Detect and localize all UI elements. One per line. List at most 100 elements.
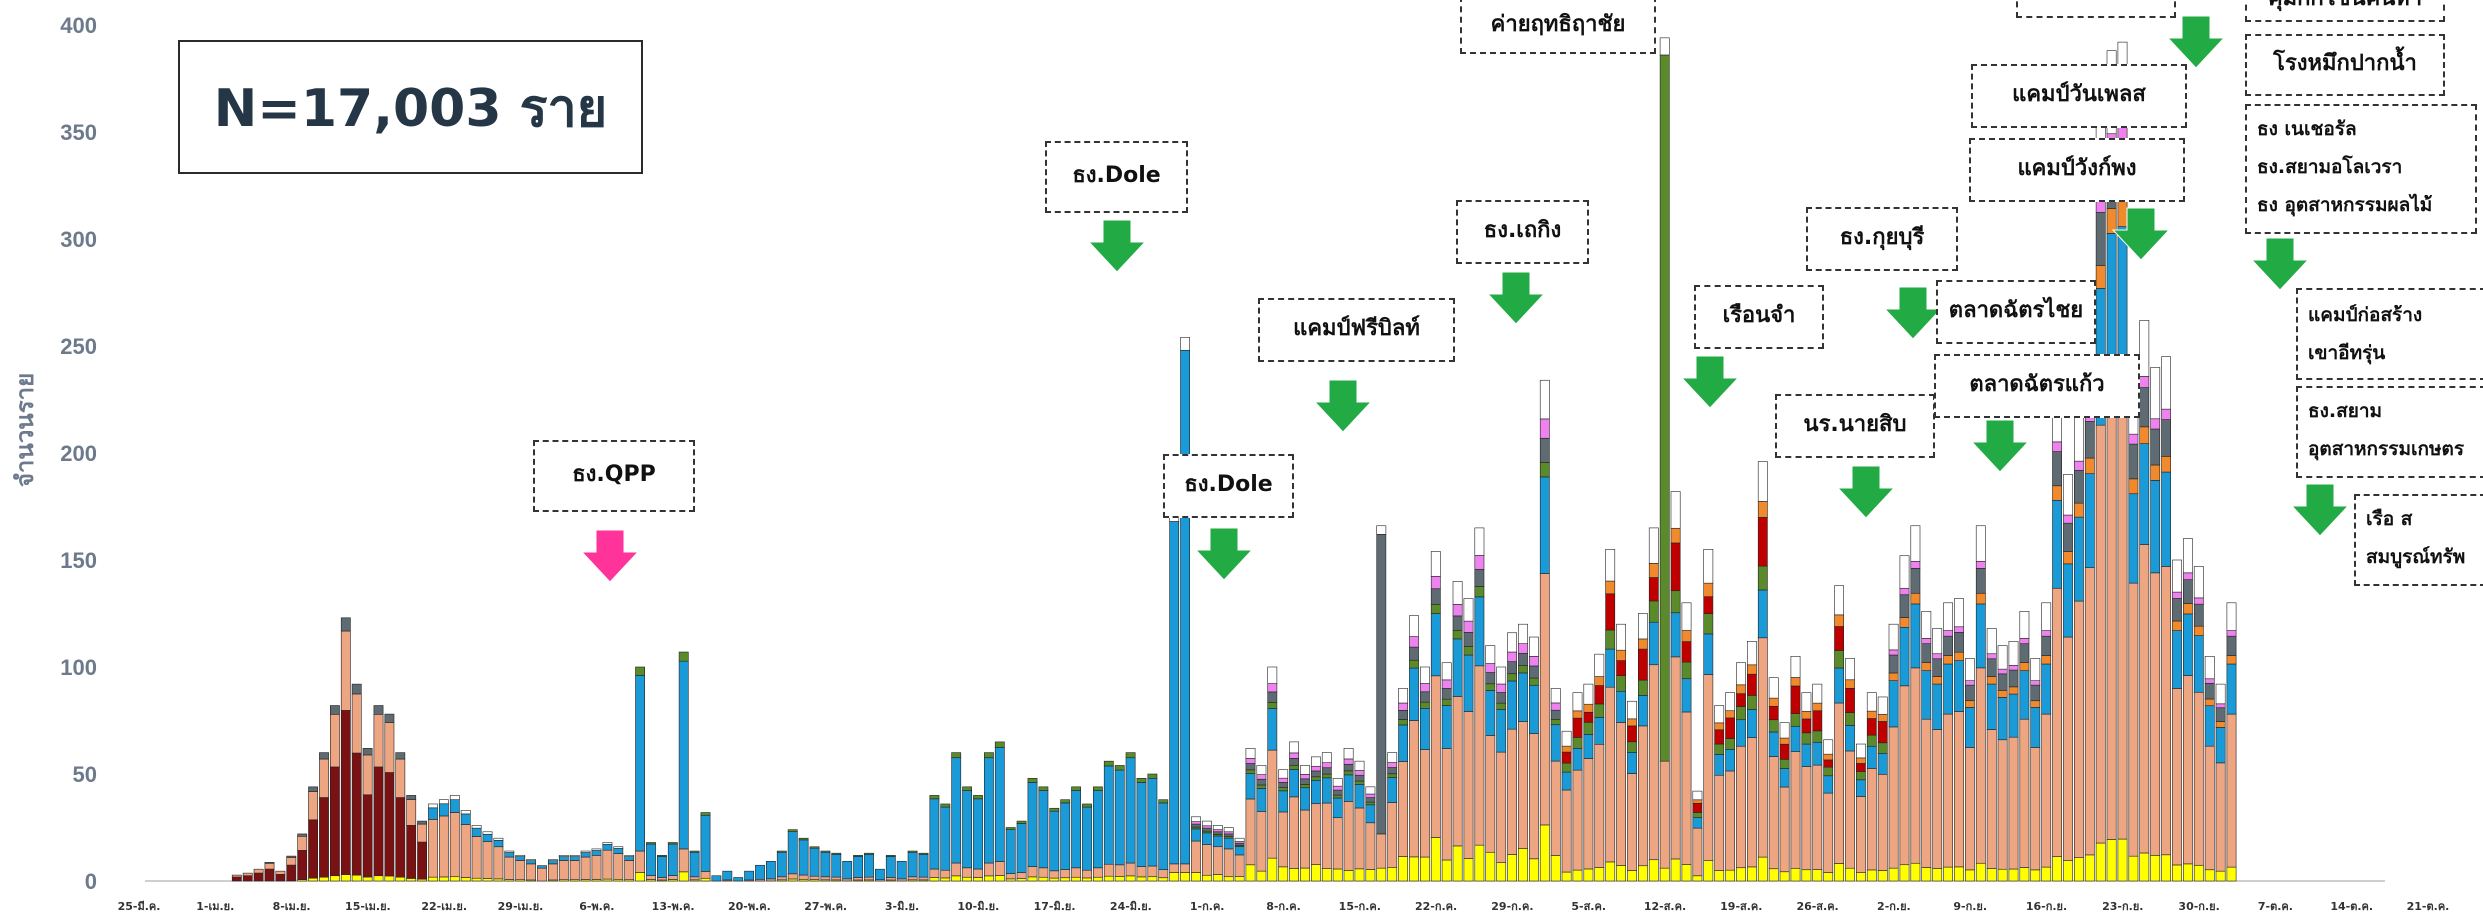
- bar-segment: [373, 713, 384, 768]
- bar-segment: [787, 831, 798, 875]
- bar-segment: [2193, 625, 2204, 636]
- y-tick-label: 0: [85, 869, 97, 894]
- anno-dole-1: ธง.Dole: [1045, 141, 1188, 213]
- anno-line: ธง.สยาม: [2308, 400, 2383, 422]
- bar-segment: [2019, 643, 2030, 663]
- bar-segment: [1452, 696, 1463, 847]
- bar-segment: [2041, 866, 2052, 882]
- bar-segment: [1005, 827, 1016, 830]
- bar-segment: [646, 875, 656, 880]
- bar-segment: [2030, 869, 2041, 882]
- bar-segment: [1300, 787, 1310, 811]
- down-arrow-icon: [2250, 237, 2310, 291]
- bar-segment: [1888, 680, 1899, 728]
- bar-segment: [1191, 872, 1201, 882]
- bar-segment: [1943, 602, 1953, 631]
- bar-segment: [2041, 602, 2052, 631]
- bar-segment: [1714, 729, 1725, 745]
- bar-segment: [2052, 441, 2062, 452]
- bar-segment: [1943, 713, 1953, 868]
- bar-segment: [515, 860, 526, 881]
- bar-segment: [1223, 831, 1234, 835]
- bar-segment: [1714, 774, 1725, 871]
- bar-segment: [1561, 771, 1572, 791]
- bar-segment: [1812, 869, 1823, 882]
- bar-segment: [580, 850, 591, 853]
- bar-segment: [1834, 585, 1844, 616]
- bar-segment: [2030, 680, 2041, 686]
- bar-segment: [1605, 648, 1616, 688]
- bar-segment: [1289, 752, 1299, 759]
- bar-segment: [1757, 637, 1768, 858]
- bar-segment: [1452, 581, 1463, 605]
- bar-segment: [1638, 865, 1648, 882]
- bar-segment: [1594, 703, 1605, 718]
- bar-segment: [1943, 630, 1953, 637]
- down-arrow-icon: [2166, 15, 2226, 69]
- bar-segment: [406, 878, 417, 882]
- bar-segment: [1507, 728, 1517, 855]
- bar-segment: [1114, 765, 1125, 771]
- bar-segment: [1965, 869, 1975, 882]
- bar-segment: [1158, 869, 1169, 879]
- bar-segment: [1245, 798, 1256, 866]
- bar-segment: [460, 824, 471, 878]
- bar-segment: [1485, 672, 1496, 685]
- bar-segment: [700, 871, 711, 879]
- x-tick-label: 3-มิ.ย.: [885, 900, 919, 913]
- bar-segment: [951, 862, 962, 877]
- bar-segment: [1049, 877, 1060, 882]
- bar-segment: [1823, 739, 1834, 755]
- bar-segment: [1082, 869, 1092, 879]
- x-tick-label: 5-ส.ค.: [1571, 900, 1606, 913]
- bar-segment: [1321, 752, 1332, 763]
- bar-segment: [1365, 801, 1376, 806]
- bar-segment: [1779, 871, 1790, 882]
- bar-segment: [1474, 568, 1485, 587]
- x-tick-label: 7-ต.ค.: [2258, 900, 2293, 913]
- bar-segment: [1801, 869, 1812, 882]
- bar-segment: [1866, 768, 1877, 871]
- bar-segment: [493, 837, 504, 841]
- bar-segment: [853, 856, 863, 878]
- bar-segment: [1234, 846, 1245, 856]
- bar-segment: [1856, 757, 1866, 764]
- bar-segment: [1093, 867, 1103, 878]
- bar-segment: [2150, 464, 2161, 481]
- down-arrow-icon: [2111, 207, 2171, 261]
- bar-segment: [635, 675, 645, 852]
- bar-segment: [1256, 870, 1267, 882]
- bar-segment: [1550, 760, 1561, 856]
- bar-segment: [1398, 710, 1408, 720]
- bar-segment: [1943, 655, 1953, 665]
- bar-segment: [2161, 456, 2171, 473]
- bar-segment: [1103, 863, 1114, 877]
- bar-segment: [1888, 623, 1899, 651]
- bar-segment: [1986, 676, 1997, 685]
- bar-segment: [787, 873, 798, 880]
- bar-segment: [1463, 632, 1474, 647]
- bar-segment: [1605, 593, 1616, 631]
- bar-segment: [2095, 212, 2106, 266]
- bar-segment: [1103, 765, 1114, 865]
- bar-segment: [1365, 786, 1376, 795]
- bar-segment: [1681, 711, 1692, 865]
- bar-segment: [962, 867, 972, 878]
- bar-segment: [449, 812, 460, 878]
- bar-segment: [1954, 711, 1964, 868]
- bar-segment: [1986, 729, 1997, 869]
- bar-segment: [864, 852, 874, 855]
- bar-segment: [2193, 635, 2204, 693]
- bar-segment: [1997, 673, 2008, 691]
- bar-segment: [1561, 871, 1572, 882]
- bar-segment: [1300, 809, 1310, 869]
- bar-segment: [1354, 774, 1365, 782]
- bar-segment: [2030, 658, 2041, 681]
- x-axis: 25-มี.ค. 1-เม.ย. 8-เม.ย. 15-เม.ย. 22-เม.ย. 29…: [118, 900, 2483, 913]
- bar-segment: [1212, 874, 1223, 882]
- bar-segment: [1147, 865, 1158, 878]
- bar-segment: [1648, 600, 1659, 623]
- bar-segment: [2139, 443, 2150, 545]
- bar-segment: [1496, 666, 1507, 685]
- bar-segment: [449, 795, 460, 800]
